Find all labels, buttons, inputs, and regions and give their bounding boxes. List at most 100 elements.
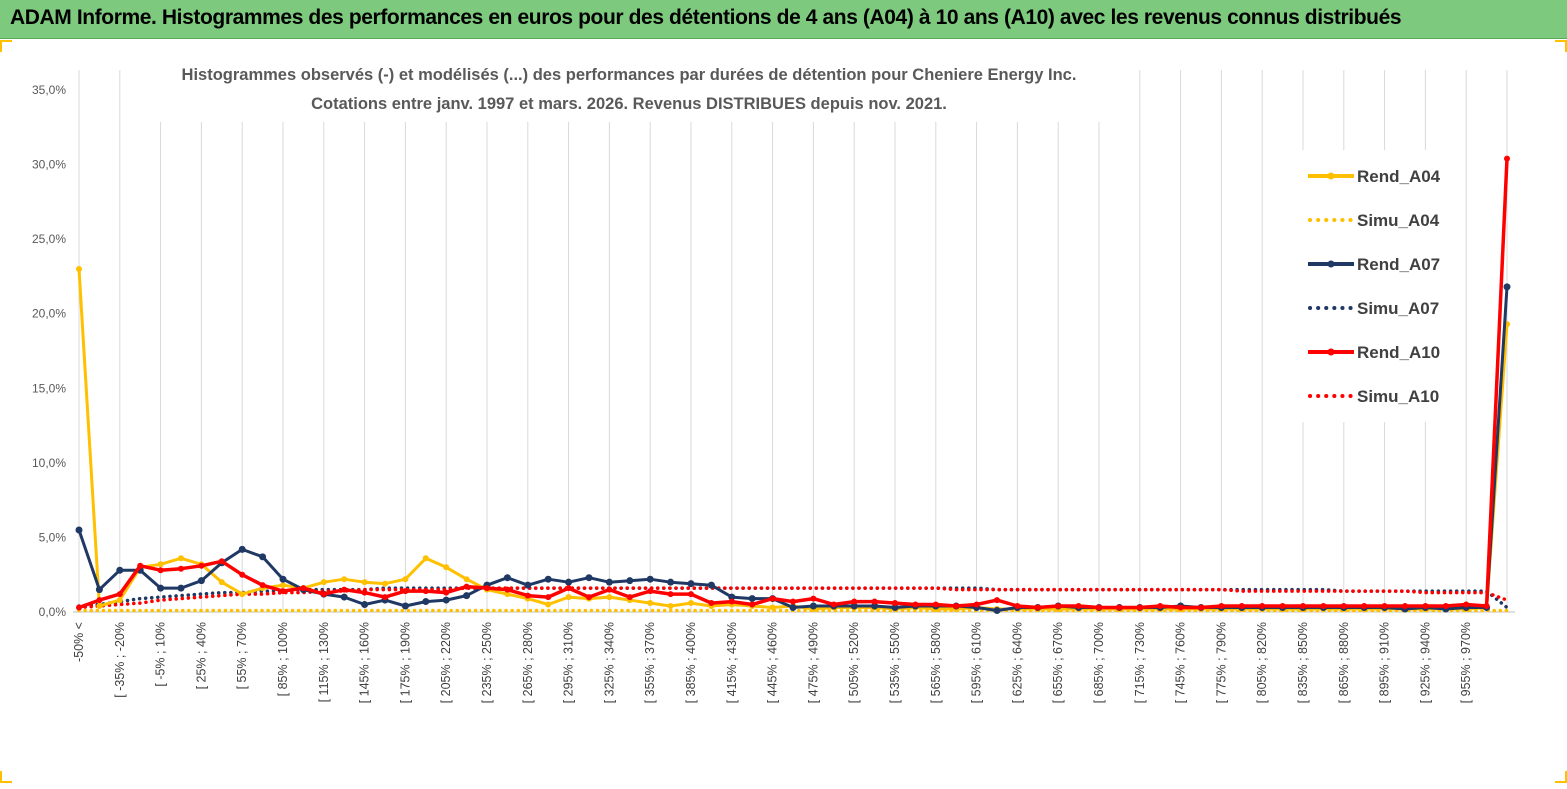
data-point-Rend_A04 (422, 555, 429, 562)
data-point-Rend_A10 (1320, 603, 1327, 610)
data-point-Rend_A07 (687, 580, 695, 588)
data-point-Rend_A10 (1177, 604, 1184, 611)
data-point-Rend_A10 (830, 601, 837, 608)
data-point-Rend_A07 (197, 577, 205, 585)
series-line-Rend_A07 (77, 286, 1509, 612)
data-point-Rend_A10 (1463, 601, 1470, 608)
data-point-Rend_A07 (993, 607, 1001, 615)
data-point-Rend_A07 (544, 575, 552, 583)
data-point-Rend_A10 (218, 558, 225, 565)
x-tick-label: [ 565% ; 580% (929, 622, 943, 703)
data-point-Rend_A07 (646, 575, 654, 583)
data-point-Rend_A10 (647, 588, 654, 595)
chart-subtitle: Cotations entre janv. 1997 et mars. 2026… (311, 95, 947, 113)
x-tick-label: [ 835% ; 850% (1296, 622, 1310, 703)
data-point-Rend_A04 (667, 603, 674, 610)
x-tick-label: [ 355% ; 370% (643, 622, 657, 703)
data-point-Rend_A07 (789, 604, 797, 612)
data-point-Rend_A10 (749, 601, 756, 608)
data-point-Rend_A07 (871, 602, 879, 610)
data-point-Rend_A10 (1442, 603, 1449, 610)
data-point-Rend_A10 (565, 585, 572, 592)
header-banner: ADAM Informe. Histogrammes des performan… (0, 0, 1567, 39)
data-point-Rend_A04 (647, 600, 654, 607)
title-backdrop (150, 56, 1115, 122)
x-tick-label: [ 385% ; 400% (684, 622, 698, 703)
corner-marker-top-left (0, 40, 12, 52)
data-point-Rend_A10 (341, 586, 348, 593)
data-point-Rend_A10 (1075, 603, 1082, 610)
x-tick-label: [ 955% ; 970% (1459, 622, 1473, 703)
data-point-Rend_A10 (545, 594, 552, 601)
x-tick-label: [ 415% ; 430% (725, 622, 739, 703)
data-point-Rend_A10 (422, 588, 429, 595)
data-point-Rend_A10 (708, 600, 715, 607)
x-tick-label: [ 175% ; 190% (398, 622, 412, 703)
data-point-Rend_A07 (238, 545, 246, 553)
data-point-Rend_A10 (1422, 603, 1429, 610)
x-tick-label: [ 115% ; 130% (317, 622, 331, 702)
x-tick-label: [ 535% ; 550% (888, 622, 902, 703)
y-tick-label: 35,0% (32, 83, 66, 97)
data-point-Rend_A07 (361, 601, 369, 609)
data-point-Rend_A10 (586, 594, 592, 601)
data-point-Rend_A07 (157, 584, 165, 592)
data-point-Rend_A04 (443, 564, 450, 571)
data-point-Rend_A10 (1279, 603, 1286, 610)
data-point-Rend_A04 (157, 561, 164, 568)
data-point-Rend_A10 (1157, 603, 1164, 610)
y-tick-label: 30,0% (32, 158, 66, 172)
data-point-Rend_A10 (1198, 604, 1204, 611)
x-tick-label: [ 655% ; 670% (1051, 622, 1065, 703)
data-point-Rend_A07 (401, 602, 409, 610)
data-point-Rend_A10 (280, 588, 286, 595)
data-point-Rend_A10 (1055, 603, 1062, 610)
data-point-Rend_A07 (565, 578, 573, 586)
data-point-Rend_A04 (361, 579, 368, 586)
x-tick-label: [ 25% ; 40% (194, 622, 208, 689)
data-point-Rend_A07 (442, 596, 450, 604)
y-tick-label: 10,0% (32, 456, 66, 470)
data-point-Rend_A10 (1381, 603, 1388, 610)
data-point-Rend_A10 (1402, 603, 1408, 610)
legend-label-Simu_A04: Simu_A04 (1357, 211, 1440, 230)
data-point-Rend_A10 (198, 562, 205, 569)
data-point-Rend_A10 (137, 562, 144, 569)
x-tick-label: [ 925% ; 940% (1418, 622, 1432, 703)
x-tick-label: [ 145% ; 160% (358, 622, 372, 703)
data-point-Rend_A04 (116, 597, 123, 604)
corner-marker-bottom-right (1555, 771, 1567, 783)
x-tick-label: [ 625% ; 640% (1010, 622, 1024, 703)
page-title: ADAM Informe. Histogrammes des performan… (10, 6, 1402, 29)
data-point-Rend_A07 (279, 575, 287, 583)
data-point-Rend_A07 (503, 574, 511, 582)
data-point-Rend_A10 (851, 598, 858, 605)
data-point-Rend_A10 (790, 598, 796, 605)
data-point-Rend_A07 (605, 578, 613, 586)
data-point-Rend_A10 (504, 586, 511, 593)
data-point-Rend_A10 (1218, 603, 1225, 610)
data-point-Rend_A10 (178, 565, 184, 572)
data-point-Rend_A10 (606, 586, 613, 593)
series-line-Rend_A04 (77, 268, 1509, 611)
corner-marker-top-right (1555, 40, 1567, 52)
data-point-Rend_A07 (524, 581, 532, 589)
data-point-Rend_A07 (116, 566, 124, 574)
data-point-Rend_A10 (1116, 604, 1123, 611)
data-point-Rend_A10 (973, 601, 980, 608)
data-point-Rend_A10 (626, 594, 633, 601)
data-point-Rend_A10 (1504, 155, 1510, 162)
data-point-Rend_A10 (1238, 603, 1245, 610)
data-point-Rend_A10 (361, 589, 368, 596)
data-point-Rend_A04 (320, 579, 327, 586)
data-point-Rend_A10 (259, 582, 266, 589)
data-point-Rend_A10 (994, 597, 1000, 604)
x-tick-label: -50% < (72, 622, 86, 662)
data-point-Rend_A07 (809, 602, 817, 610)
x-tick-label: [ -35% ; -20% (113, 622, 127, 698)
data-point-Rend_A07 (95, 586, 103, 594)
x-tick-label: [ 745% ; 760% (1174, 622, 1188, 703)
data-point-Rend_A10 (1136, 604, 1143, 611)
data-point-Rend_A10 (892, 600, 898, 607)
